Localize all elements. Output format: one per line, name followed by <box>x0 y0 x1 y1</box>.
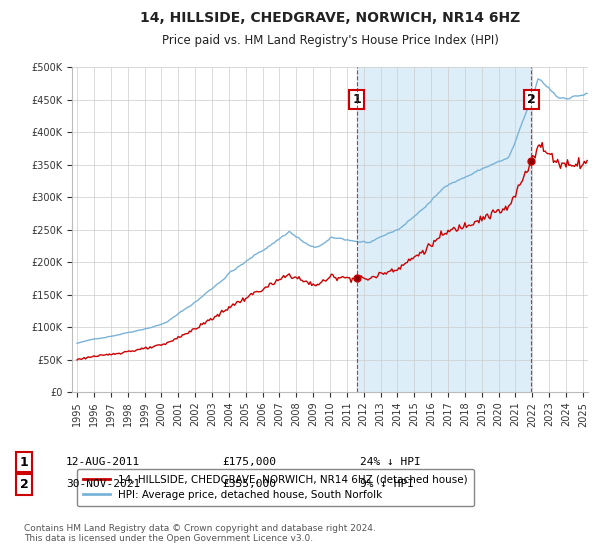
Text: Price paid vs. HM Land Registry's House Price Index (HPI): Price paid vs. HM Land Registry's House … <box>161 34 499 46</box>
Text: 9% ↓ HPI: 9% ↓ HPI <box>360 479 414 489</box>
Text: 12-AUG-2011: 12-AUG-2011 <box>66 457 140 467</box>
Text: £175,000: £175,000 <box>222 457 276 467</box>
Text: 30-NOV-2021: 30-NOV-2021 <box>66 479 140 489</box>
Text: 1: 1 <box>352 93 361 106</box>
Legend: 14, HILLSIDE, CHEDGRAVE, NORWICH, NR14 6HZ (detached house), HPI: Average price,: 14, HILLSIDE, CHEDGRAVE, NORWICH, NR14 6… <box>77 469 474 506</box>
Text: 1: 1 <box>20 455 28 469</box>
Text: 2: 2 <box>20 478 28 491</box>
Bar <box>356 67 531 392</box>
Text: 2: 2 <box>527 93 535 106</box>
Text: 14, HILLSIDE, CHEDGRAVE, NORWICH, NR14 6HZ: 14, HILLSIDE, CHEDGRAVE, NORWICH, NR14 6… <box>140 11 520 25</box>
Text: 24% ↓ HPI: 24% ↓ HPI <box>360 457 421 467</box>
Text: Contains HM Land Registry data © Crown copyright and database right 2024.
This d: Contains HM Land Registry data © Crown c… <box>24 524 376 543</box>
Text: £355,000: £355,000 <box>222 479 276 489</box>
